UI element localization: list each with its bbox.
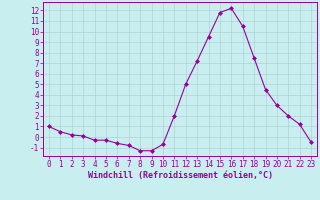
X-axis label: Windchill (Refroidissement éolien,°C): Windchill (Refroidissement éolien,°C) (87, 171, 273, 180)
